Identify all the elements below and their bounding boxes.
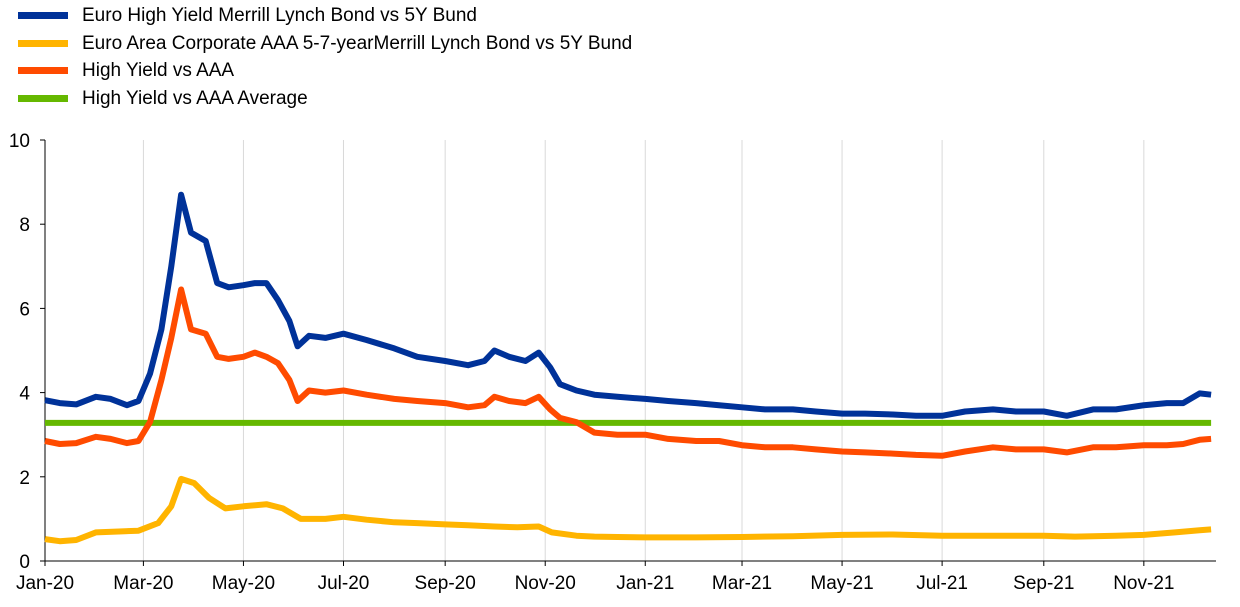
series-line-1 [44,475,1212,545]
legend-label: Euro High Yield Merrill Lynch Bond vs 5Y… [82,5,477,27]
series-lines [44,191,1212,545]
gridlines [44,140,1145,561]
legend-item: Euro High Yield Merrill Lynch Bond vs 5Y… [18,2,632,30]
x-axis-tick-labels: Jan-20 Mar-20 May-20 Jul-20 Sep-20 Nov-20 Jan-… [16,573,1175,594]
series-line-2 [44,286,1212,459]
y-tick-label: 10 [9,131,30,152]
y-tick-label: 0 [19,552,30,573]
legend-label: Euro Area Corporate AAA 5-7-yearMerrill … [82,32,633,54]
axes [40,139,1216,566]
legend-swatch [18,67,68,75]
x-tick-label: Sep-20 [415,573,476,594]
x-tick-label: May-20 [212,573,275,594]
x-tick-label: Nov-20 [515,573,576,594]
legend-item: Euro Area Corporate AAA 5-7-yearMerrill … [18,30,632,58]
x-tick-label: Jul-21 [916,573,968,594]
y-tick-label: 8 [19,215,30,236]
x-tick-label: Jan-21 [616,573,674,594]
x-tick-label: May-21 [810,573,873,594]
legend-item: High Yield vs AAA [18,57,632,85]
y-tick-label: 4 [19,384,30,405]
legend-item: High Yield vs AAA Average [18,85,632,113]
x-tick-label: Mar-21 [712,573,772,594]
legend-label: High Yield vs AAA Average [82,87,308,109]
y-axis-tick-labels: 0 2 4 6 8 10 [9,131,31,573]
x-tick-label: Jul-20 [318,573,370,594]
legend: Euro High Yield Merrill Lynch Bond vs 5Y… [18,2,632,112]
series-line-0 [44,191,1212,419]
x-tick-label: Nov-21 [1113,573,1174,594]
y-tick-label: 6 [19,299,30,320]
x-tick-label: Mar-20 [113,573,173,594]
legend-swatch [18,94,68,102]
x-tick-label: Jan-20 [16,573,74,594]
x-tick-label: Sep-21 [1013,573,1074,594]
legend-swatch [18,12,68,20]
legend-label: High Yield vs AAA [82,60,235,82]
legend-swatch [18,39,68,47]
y-tick-label: 2 [19,468,30,489]
